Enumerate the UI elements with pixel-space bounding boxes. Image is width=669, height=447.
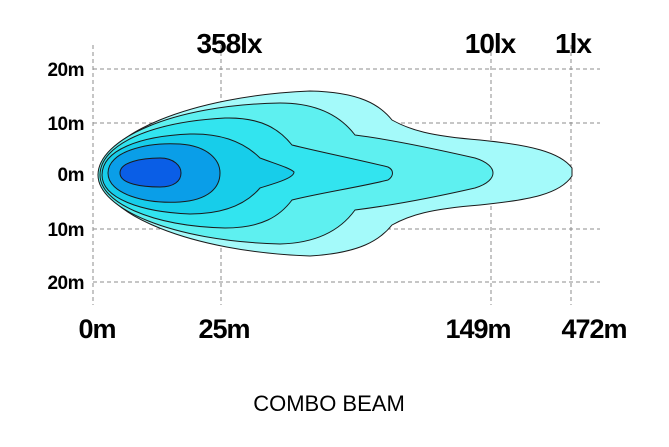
chart-title: COMBO BEAM xyxy=(253,391,405,416)
width-tick-label: 0m xyxy=(58,165,84,186)
distance-tick-label: 472m xyxy=(561,314,626,344)
distance-axis-labels: 0m 25m 149m 472m xyxy=(78,314,627,344)
distance-tick-label: 0m xyxy=(78,314,115,344)
isolux-contours xyxy=(97,90,573,257)
lux-label-1lx: 1lx xyxy=(555,28,592,59)
lux-label-10lx: 10lx xyxy=(465,28,517,59)
width-tick-label: 10m xyxy=(47,114,84,135)
distance-tick-label: 149m xyxy=(445,314,510,344)
width-axis-labels: 20m 10m 0m 10m 20m xyxy=(47,60,84,294)
lux-labels: 358lx 10lx 1lx xyxy=(196,28,593,59)
distance-tick-label: 25m xyxy=(198,314,249,344)
lux-label-358lx: 358lx xyxy=(196,28,262,59)
width-tick-label: 10m xyxy=(47,220,84,241)
width-tick-label: 20m xyxy=(47,273,84,294)
contour-core xyxy=(119,157,182,188)
width-tick-label: 20m xyxy=(47,60,84,81)
